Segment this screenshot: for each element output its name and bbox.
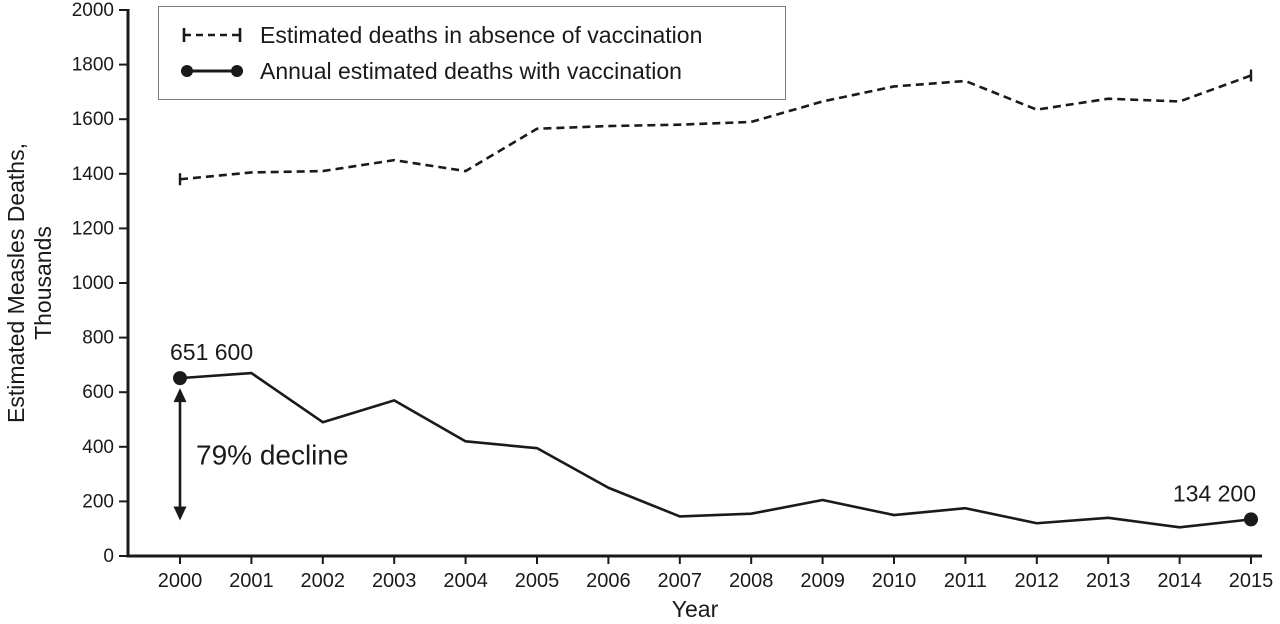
legend-label-absence: Estimated deaths in absence of vaccinati… [260, 21, 703, 48]
y-axis-title: Estimated Measles Deaths, Thousands [3, 3, 57, 563]
legend-label-vaccination: Annual estimated deaths with vaccination [260, 57, 682, 84]
series-absence [178, 69, 1253, 186]
y-tick-label: 600 [82, 382, 114, 403]
x-tick-label: 2013 [1086, 570, 1131, 592]
x-tick-label: 2009 [800, 570, 845, 592]
series-line-vaccination [179, 371, 1252, 529]
y-tick-label: 1200 [72, 218, 114, 239]
legend: Estimated deaths in absence of vaccinati… [158, 6, 786, 100]
data-point-marker [173, 371, 187, 386]
x-tick-label: 2008 [729, 570, 774, 592]
x-axis-title: Year [671, 596, 719, 622]
decline-arrow-head-down [173, 506, 187, 521]
x-tick-label: 2015 [1229, 570, 1274, 592]
x-tick-label: 2007 [658, 570, 703, 592]
x-tick-label: 2001 [229, 570, 274, 592]
decline-arrow-head-up [173, 388, 187, 403]
x-tick-label: 2011 [944, 570, 987, 592]
y-tick-label: 1400 [72, 164, 114, 185]
y-tick-label: 1000 [72, 273, 114, 294]
end-value-label: 134 200 [1173, 480, 1256, 506]
y-axis-title-line1: Estimated Measles Deaths, [3, 143, 29, 423]
legend-item-vaccination: Annual estimated deaths with vaccination [177, 58, 785, 85]
x-axis-ticks: 2000 2001 2002 2003 2004 2005 2006 2007 2008 2009… [158, 556, 1274, 592]
solid-line-icon [181, 65, 243, 77]
y-tick-label: 800 [82, 328, 114, 349]
series-vaccination [173, 371, 1258, 529]
x-tick-label: 2004 [443, 570, 488, 592]
y-axis-title-line2: Thousands [30, 226, 56, 340]
y-tick-label: 1800 [72, 55, 114, 76]
y-tick-label: 1600 [72, 109, 114, 130]
start-value-label: 651 600 [170, 339, 253, 365]
y-tick-label: 200 [82, 491, 114, 512]
y-tick-label: 400 [82, 437, 114, 458]
annotations: 651 600 134 200 79% decline [170, 339, 1256, 521]
x-tick-label: 2014 [1157, 570, 1202, 592]
decline-label: 79% decline [196, 439, 349, 470]
y-tick-label: 0 [103, 546, 114, 567]
x-tick-label: 2005 [515, 570, 560, 592]
x-tick-label: 2012 [1015, 570, 1060, 592]
legend-item-absence: Estimated deaths in absence of vaccinati… [177, 22, 785, 49]
x-tick-label: 2003 [372, 570, 417, 592]
data-point-marker [1244, 512, 1258, 527]
x-tick-label: 2000 [158, 570, 203, 592]
y-axis-ticks: 0 200 400 600 800 1000 1200 1400 1600 1800 2000 [72, 0, 128, 567]
x-tick-label: 2002 [301, 570, 346, 592]
dashed-line-icon [182, 28, 242, 42]
x-tick-label: 2010 [872, 570, 917, 592]
y-tick-label: 2000 [72, 0, 114, 21]
series-line-absence [179, 74, 1252, 181]
x-tick-label: 2006 [586, 570, 631, 592]
